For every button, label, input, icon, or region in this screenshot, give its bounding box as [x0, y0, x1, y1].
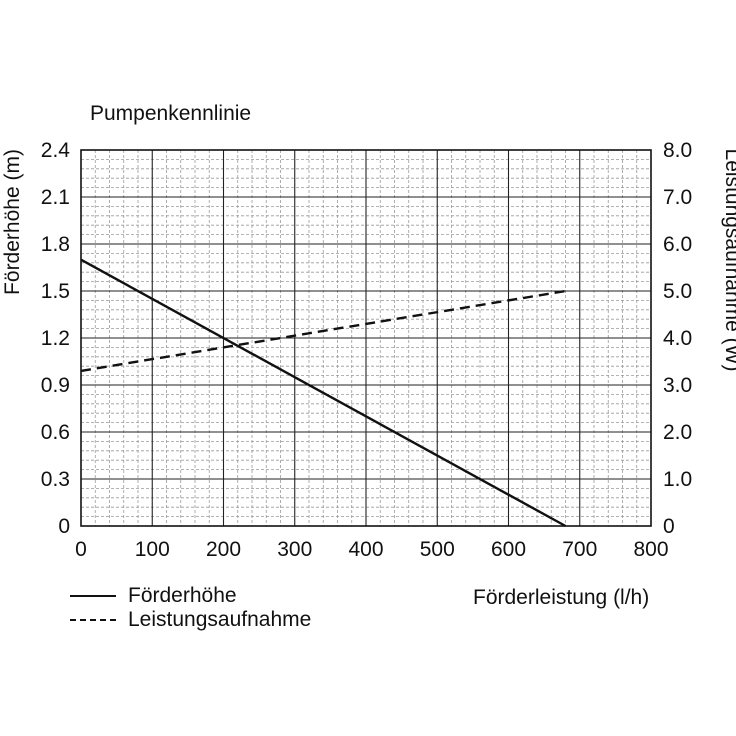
y-tick-label: 2.4 [41, 139, 71, 162]
chart-title: Pumpenkennlinie [90, 102, 252, 125]
y-tick-labels: 0 0.3 0.6 0.9 1.2 1.5 1.8 2.1 2.4 [41, 139, 71, 538]
y2-tick-label: 4.0 [663, 327, 692, 350]
y-tick-label: 0.6 [41, 421, 70, 444]
x-tick-label: 500 [420, 538, 455, 561]
y2-tick-label: 0 [663, 515, 675, 538]
y-tick-label: 0.9 [41, 374, 70, 397]
y-axis-label: Förderhöhe (m) [1, 149, 24, 295]
y2-axis-label: Leistungsaufnahme (W) [721, 149, 736, 372]
series-layer [80, 258, 567, 528]
x-tick-label: 800 [633, 538, 668, 561]
legend: Förderhöhe Leistungsaufnahme [70, 584, 311, 632]
plot-frame [80, 149, 652, 527]
y2-tick-label: 3.0 [663, 374, 692, 397]
y2-tick-label: 2.0 [663, 421, 692, 444]
grid-major [81, 150, 651, 526]
x-tick-label: 700 [562, 538, 597, 561]
y2-tick-label: 1.0 [663, 468, 692, 491]
y2-tick-label: 8.0 [663, 139, 692, 162]
x-tick-label: 200 [206, 538, 241, 561]
legend-label: Leistungsaufnahme [128, 608, 312, 631]
x-axis-label: Förderleistung (l/h) [473, 586, 650, 609]
legend-swatch-solid [70, 595, 116, 597]
x-tick-label: 100 [135, 538, 170, 561]
x-tick-label: 600 [491, 538, 526, 561]
legend-swatch-dashed [70, 619, 116, 621]
series-line-foerderhoehe [80, 258, 567, 528]
series-line-leistungsaufnahme [80, 289, 566, 373]
y2-tick-label: 6.0 [663, 233, 692, 256]
legend-item-leistungsaufnahme: Leistungsaufnahme [70, 608, 311, 632]
y2-tick-labels: 0 1.0 2.0 3.0 4.0 5.0 6.0 7.0 8.0 [663, 139, 692, 538]
y-tick-label: 2.1 [41, 186, 70, 209]
x-tick-label: 300 [277, 538, 312, 561]
y2-tick-label: 5.0 [663, 280, 692, 303]
y-tick-label: 1.8 [41, 233, 70, 256]
y-tick-label: 0 [58, 515, 70, 538]
x-tick-labels: 0 100 200 300 400 500 600 700 800 [75, 538, 668, 561]
y-tick-label: 0.3 [41, 468, 70, 491]
y-tick-label: 1.2 [41, 327, 70, 350]
x-tick-label: 400 [348, 538, 383, 561]
legend-item-foerderhoehe: Förderhöhe [70, 584, 311, 608]
x-tick-label: 0 [75, 538, 87, 561]
y-tick-label: 1.5 [41, 280, 70, 303]
y2-tick-label: 7.0 [663, 186, 692, 209]
legend-label: Förderhöhe [128, 584, 237, 607]
